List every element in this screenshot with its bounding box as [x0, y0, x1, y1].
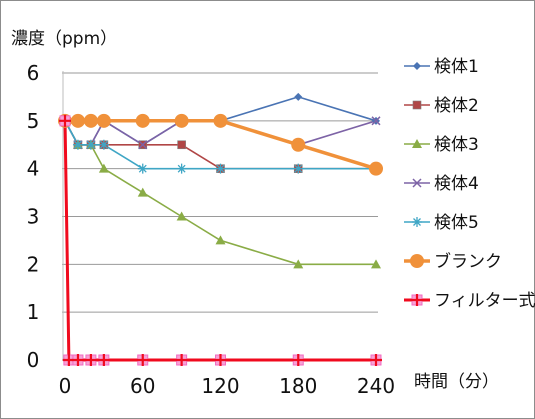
data-point — [292, 354, 305, 366]
data-point — [294, 92, 303, 101]
x-tick-label: 60 — [130, 374, 155, 398]
data-point — [176, 211, 187, 221]
data-point — [369, 161, 383, 176]
data-point — [135, 113, 150, 128]
legend-item: 検体5 — [404, 213, 479, 233]
data-point — [176, 163, 187, 174]
data-point — [177, 140, 186, 150]
legend-label: 検体3 — [434, 135, 479, 155]
data-point — [59, 114, 71, 127]
y-axis-title: 濃度（ppm） — [11, 29, 117, 49]
y-tick-label: 4 — [27, 157, 40, 181]
legend-item: 検体1 — [404, 57, 479, 77]
legend-marker — [410, 254, 424, 268]
legend-label: 検体4 — [434, 174, 479, 194]
series-lines — [63, 96, 377, 362]
data-point — [96, 113, 111, 128]
x-axis-title: 時間（分） — [414, 372, 499, 392]
data-point — [291, 137, 306, 152]
x-tick-label: 180 — [279, 374, 317, 398]
legend-marker — [412, 217, 422, 227]
legend-marker — [411, 294, 423, 306]
data-point — [175, 354, 188, 366]
y-tick-label: 0 — [27, 348, 40, 372]
data-point — [84, 354, 97, 366]
data-point — [98, 139, 109, 150]
legend-item: 検体4 — [404, 174, 479, 194]
data-point — [83, 113, 98, 128]
y-tick-label: 3 — [27, 205, 40, 229]
data-point — [70, 113, 85, 128]
legend-label: フィルター式 — [434, 291, 535, 311]
data-point — [71, 354, 84, 366]
data-point — [215, 163, 226, 174]
y-tick-label: 2 — [27, 252, 40, 276]
data-point — [371, 259, 381, 269]
data-point — [97, 354, 110, 366]
data-point — [213, 113, 228, 128]
series-markers-7 — [59, 114, 382, 366]
data-point — [214, 354, 227, 366]
legend-item: 検体3 — [404, 135, 479, 155]
legend-item: ブランク — [404, 251, 502, 272]
data-point — [136, 354, 149, 366]
data-point — [85, 139, 96, 150]
legend-item: フィルター式 — [404, 291, 535, 311]
x-tick-labels: 0 60 120 180 240 — [59, 374, 395, 398]
y-tick-labels: 0 1 2 3 4 5 6 — [27, 61, 40, 372]
data-point — [72, 139, 83, 150]
data-point — [215, 235, 226, 245]
series-line-2 — [64, 120, 376, 170]
data-point — [293, 163, 304, 174]
legend-marker — [413, 62, 421, 70]
data-point — [137, 187, 148, 197]
series-markers-3 — [60, 115, 381, 269]
series-markers-5 — [60, 115, 381, 174]
legend-marker — [412, 139, 422, 148]
data-point — [138, 140, 148, 150]
data-point — [371, 116, 381, 126]
y-tick-label: 6 — [27, 61, 40, 85]
x-tick-label: 240 — [357, 374, 395, 398]
data-point — [174, 113, 189, 128]
legend-label: ブランク — [434, 251, 502, 272]
series-markers — [58, 92, 383, 366]
legend-label: 検体5 — [434, 213, 479, 233]
data-point — [293, 259, 304, 269]
legend-item: 検体2 — [404, 96, 479, 116]
legend-label: 検体1 — [434, 57, 479, 77]
legend-marker — [412, 100, 422, 110]
x-tick-label: 0 — [59, 374, 72, 398]
legend-marker — [412, 178, 422, 188]
y-tick-label: 1 — [27, 300, 40, 324]
x-tick-label: 120 — [201, 374, 239, 398]
y-tick-label: 5 — [27, 109, 40, 133]
data-point — [98, 163, 109, 173]
data-point — [137, 163, 148, 174]
data-point — [370, 354, 382, 366]
legend-label: 検体2 — [434, 96, 479, 116]
